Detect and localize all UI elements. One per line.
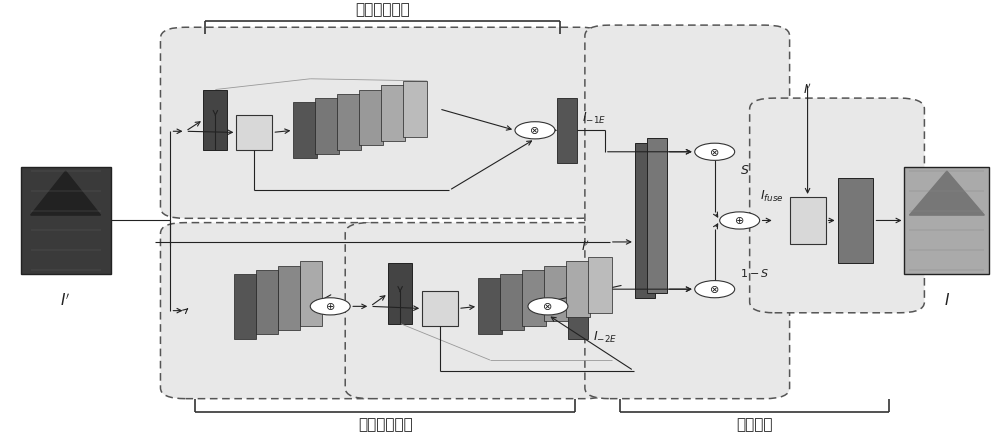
Text: $1-S$: $1-S$: [740, 267, 769, 279]
Bar: [236, 116, 272, 150]
Circle shape: [528, 298, 568, 315]
Bar: [522, 270, 546, 326]
FancyBboxPatch shape: [585, 26, 790, 399]
Text: 第二增强支路: 第二增强支路: [358, 416, 413, 431]
Bar: [635, 144, 655, 298]
Bar: [388, 264, 412, 324]
Text: $S$: $S$: [740, 163, 749, 176]
Circle shape: [515, 123, 555, 140]
Text: ⊗: ⊗: [543, 302, 553, 311]
Text: $I'$: $I'$: [60, 292, 71, 308]
Text: ⊗: ⊗: [530, 126, 540, 136]
Circle shape: [310, 298, 350, 315]
Bar: [568, 275, 588, 339]
Bar: [203, 90, 227, 150]
Bar: [500, 275, 524, 330]
Circle shape: [720, 212, 760, 230]
Text: 融合模块: 融合模块: [736, 416, 773, 431]
Text: 第一增强支路: 第一增强支路: [355, 3, 410, 18]
Bar: [478, 279, 502, 335]
Bar: [557, 99, 577, 163]
Bar: [337, 95, 361, 150]
Bar: [588, 258, 612, 313]
Bar: [647, 139, 667, 293]
Bar: [381, 86, 405, 142]
Polygon shape: [909, 172, 984, 215]
Text: $I'$: $I'$: [581, 240, 590, 254]
Text: ⊗: ⊗: [710, 148, 719, 157]
Bar: [838, 178, 873, 264]
Bar: [566, 261, 590, 318]
Text: ⊗: ⊗: [710, 285, 719, 294]
Circle shape: [695, 144, 735, 161]
FancyBboxPatch shape: [750, 99, 924, 313]
Bar: [422, 292, 458, 326]
Text: $I'$: $I'$: [803, 82, 812, 97]
Bar: [300, 261, 322, 326]
Text: $I_{-1E}$: $I_{-1E}$: [582, 111, 606, 126]
Bar: [544, 266, 568, 321]
Text: $I_{-2E}$: $I_{-2E}$: [593, 329, 617, 344]
Bar: [256, 270, 278, 335]
Bar: [403, 82, 427, 138]
Bar: [790, 198, 826, 244]
Text: ⊕: ⊕: [326, 302, 335, 311]
FancyBboxPatch shape: [160, 223, 385, 399]
Bar: [904, 167, 989, 275]
Circle shape: [695, 281, 735, 298]
FancyBboxPatch shape: [345, 223, 610, 399]
Bar: [21, 167, 111, 275]
Text: ⊕: ⊕: [735, 216, 744, 226]
Bar: [234, 275, 256, 339]
Bar: [359, 90, 383, 146]
Bar: [278, 266, 300, 330]
Text: $I_{fuse}$: $I_{fuse}$: [760, 189, 784, 204]
FancyBboxPatch shape: [160, 28, 605, 219]
Bar: [293, 103, 317, 159]
Polygon shape: [31, 172, 101, 215]
Bar: [315, 99, 339, 155]
Text: $I$: $I$: [944, 292, 950, 307]
